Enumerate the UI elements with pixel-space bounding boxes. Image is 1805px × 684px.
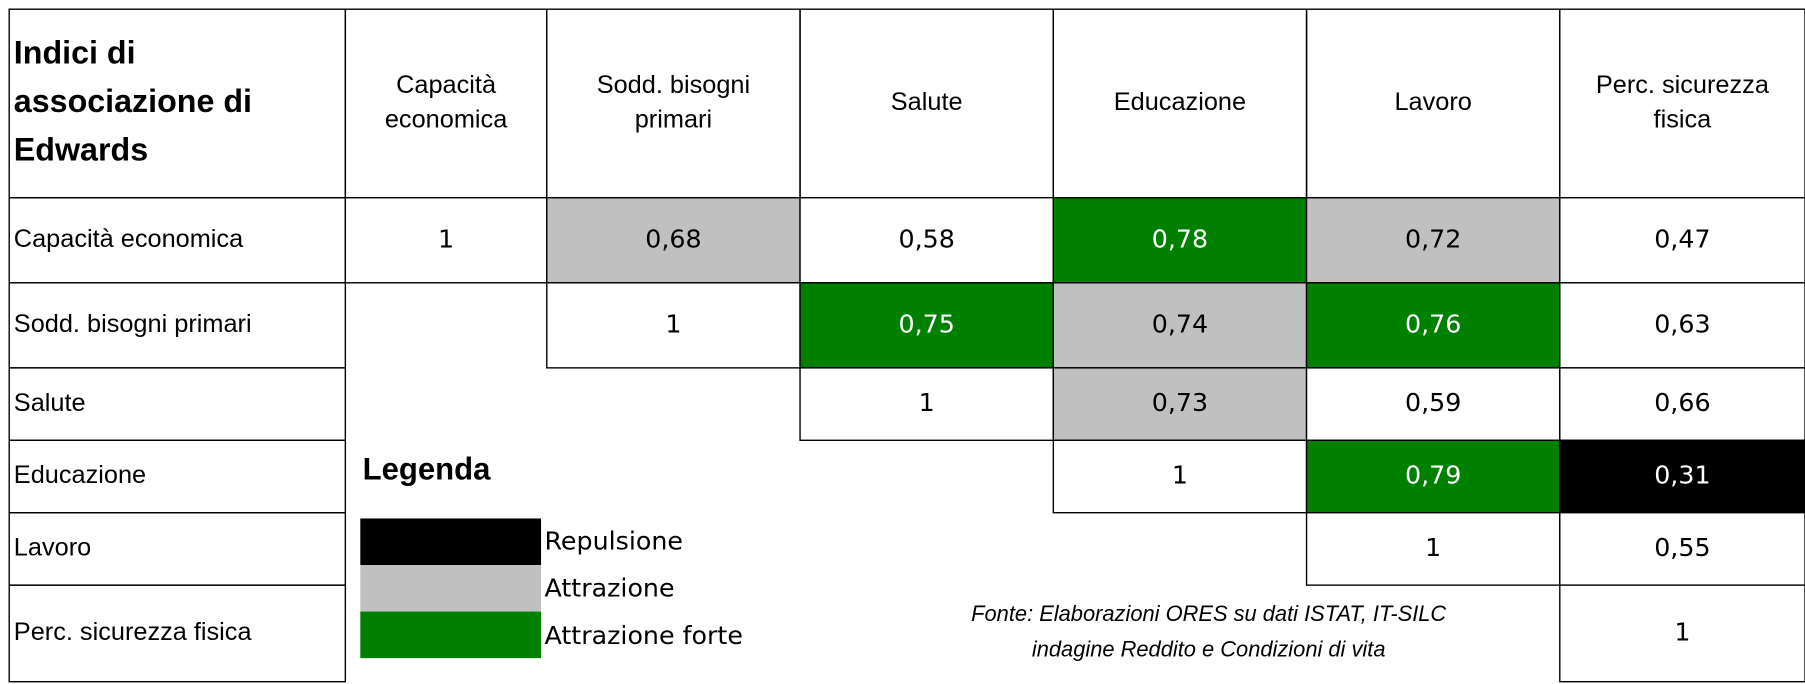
cell-value: 0,75 [898,309,954,338]
cell-value: 0,63 [1654,309,1710,338]
cell-value: 0,74 [1152,309,1208,338]
cell-border [1052,439,1308,514]
cell-value: 0,47 [1654,224,1710,253]
cell-value: 0,72 [1405,224,1461,253]
cell-border [1305,197,1561,284]
legend-label: Repulsione [544,527,683,556]
row-label: Educazione [14,461,146,489]
cell-border [1305,439,1561,514]
source-note: indagine Reddito e Condizioni di vita [1032,636,1386,661]
column-header: economica [385,105,508,133]
legend-swatch [360,565,542,612]
legend-label: Attrazione [544,574,674,603]
column-header: Educazione [1114,88,1246,116]
row-label: Perc. sicurezza fisica [14,618,253,646]
column-header: Sodd. bisogni [597,71,750,99]
cell-border [546,282,801,369]
cell-border [1559,584,1805,683]
cell-border [1559,8,1805,199]
row-label: Capacità economica [14,225,244,253]
legend-swatch [360,518,542,566]
column-header: Perc. sicurezza [1596,71,1770,99]
cell-value: 0,55 [1654,533,1710,562]
cell-value: 1 [665,309,681,338]
cell-value: 0,58 [898,224,954,253]
cell-value: 0,31 [1654,461,1710,490]
cell-border [1052,282,1308,369]
cell-value: 0,66 [1654,388,1710,417]
cell-value: 1 [1425,533,1441,562]
cell-border [1559,512,1805,586]
cell-border [1305,367,1561,441]
cell-value: 1 [919,388,935,417]
column-header: Capacità [396,71,497,99]
cell-border [8,584,347,683]
cell-value: 1 [1172,461,1188,490]
row-label: Sodd. bisogni primari [14,310,252,338]
table-title: associazione di [14,83,252,119]
cell-value: 1 [1674,617,1690,646]
cell-value: 0,59 [1405,388,1461,417]
legend-label: Attrazione forte [544,621,742,650]
source-note: Fonte: Elaborazioni ORES su dati ISTAT, … [971,601,1446,626]
row-label: Salute [14,389,86,417]
legend-swatch [360,611,542,659]
column-header: Lavoro [1394,88,1471,116]
cell-border [1559,367,1805,441]
column-header: Salute [891,88,963,116]
cell-border [1559,439,1805,514]
cell-border [344,197,548,284]
cell-value: 0,73 [1152,388,1208,417]
cell-border [344,8,548,199]
cell-value: 0,68 [645,224,701,253]
cell-value: 0,76 [1405,309,1461,338]
row-label: Lavoro [14,534,91,562]
cell-value: 0,79 [1405,461,1461,490]
cell-border [799,367,1054,441]
column-header: primari [635,105,712,133]
column-header: fisica [1654,105,1713,133]
table-title: Indici di [14,35,136,71]
cell-value: 1 [438,224,454,253]
cell-border [1305,282,1561,369]
table-title: Edwards [14,131,148,167]
cell-border [546,8,801,199]
legend-title: Legenda [363,452,491,487]
cell-value: 0,78 [1152,224,1208,253]
